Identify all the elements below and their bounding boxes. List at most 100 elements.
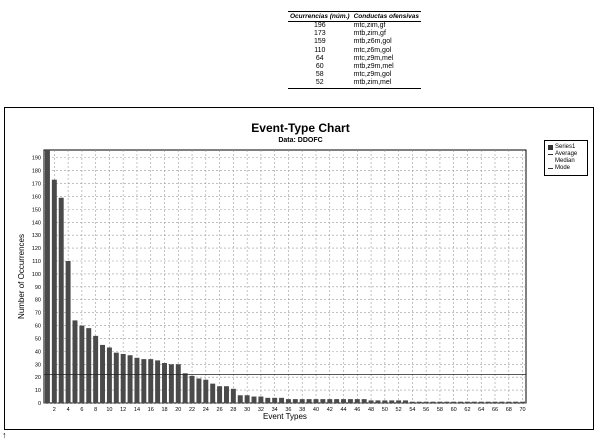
- cell-occurrences: 60: [315, 63, 324, 71]
- bar: [141, 359, 147, 403]
- cell-behavior: mtb,zim,gf: [353, 30, 386, 38]
- x-tick-label: 14: [134, 407, 140, 413]
- bar: [148, 359, 154, 403]
- y-tick-label: 140: [32, 220, 41, 226]
- bar: [478, 401, 484, 403]
- legend-item-series1: Series1: [548, 144, 575, 150]
- bar: [285, 399, 291, 403]
- bar: [451, 401, 457, 403]
- x-tick-label: 58: [437, 407, 443, 413]
- cell-behavior: mtc,z9m,gol: [353, 71, 392, 79]
- x-tick-label: 26: [217, 407, 223, 413]
- cell-behavior: mtc,z6m,gol: [353, 46, 392, 54]
- bar: [506, 401, 512, 403]
- x-tick-label: 2: [53, 407, 56, 413]
- bar: [189, 375, 195, 403]
- x-tick-label: 50: [382, 407, 388, 413]
- table-row: 60 mtb,z9m,mel: [288, 63, 421, 71]
- bar: [306, 399, 312, 403]
- bar: [403, 400, 408, 403]
- cell-behavior: mtb,z6m,gol: [353, 38, 392, 46]
- x-tick-label: 70: [519, 407, 525, 413]
- y-tick-label: 100: [32, 272, 41, 278]
- bar: [485, 401, 491, 403]
- table-row: 110 mtc,z6m,gol: [288, 47, 421, 55]
- bar: [44, 150, 50, 403]
- bar: [127, 355, 133, 403]
- table-header-row: Ocurrencias (núm.) Conductas ofensivas: [288, 11, 421, 22]
- bar: [279, 397, 285, 403]
- x-tick-label: 56: [423, 407, 429, 413]
- bar: [361, 399, 367, 403]
- bar: [347, 399, 353, 403]
- x-tick-label: 62: [464, 407, 470, 413]
- cell-occurrences: 196: [313, 22, 326, 29]
- bar: [513, 401, 519, 403]
- x-tick-label: 68: [506, 407, 512, 413]
- bar: [437, 401, 443, 403]
- bar: [292, 399, 298, 403]
- x-tick-label: 48: [368, 407, 374, 413]
- cell-occurrences: 52: [288, 79, 352, 89]
- x-tick-label: 66: [492, 407, 498, 413]
- bar: [79, 325, 85, 403]
- y-tick-label: 190: [32, 156, 41, 162]
- bar: [327, 399, 333, 403]
- bar: [520, 401, 526, 403]
- x-tick-label: 6: [80, 407, 83, 413]
- legend-label-average: Average: [555, 151, 578, 157]
- x-tick-label: 28: [230, 407, 236, 413]
- x-tick-label: 30: [244, 407, 250, 413]
- bar: [217, 386, 223, 403]
- bar: [196, 378, 202, 403]
- y-tick-label: 20: [35, 375, 41, 381]
- column-header-behaviors: Conductas ofensivas: [351, 11, 421, 22]
- bar: [72, 320, 78, 403]
- y-tick-label: 110: [32, 259, 41, 265]
- chart-legend: Series1 Average Median Mode: [544, 140, 588, 176]
- bar: [265, 397, 271, 403]
- bar: [203, 379, 209, 403]
- bar: [100, 344, 106, 403]
- bar: [120, 353, 126, 403]
- bar: [244, 395, 250, 403]
- bar: [93, 335, 99, 403]
- y-tick-label: 80: [35, 298, 41, 304]
- cell-occurrences: 110: [314, 46, 326, 54]
- bar: [182, 373, 188, 403]
- bar: [175, 364, 181, 403]
- bar: [230, 388, 236, 403]
- bar: [382, 400, 388, 403]
- x-tick-label: 64: [478, 407, 484, 413]
- bar: [341, 399, 347, 403]
- x-tick-label: 20: [175, 407, 181, 413]
- y-tick-label: 150: [32, 207, 41, 213]
- bar: [499, 401, 505, 403]
- bar: [272, 397, 278, 403]
- chart-title: Event-Type Chart: [251, 121, 350, 135]
- y-tick-label: 160: [32, 194, 41, 200]
- chart-subtitle: Data: DDOFC: [278, 137, 323, 144]
- x-tick-label: 8: [94, 407, 97, 413]
- bar: [237, 395, 243, 403]
- y-tick-label: 180: [32, 169, 41, 175]
- x-tick-label: 46: [354, 407, 360, 413]
- legend-line-average: [548, 153, 553, 155]
- table-row: 159 mtb,z6m,gol: [288, 38, 421, 46]
- cell-behavior: mtb,z9m,mel: [353, 63, 394, 71]
- cell-occurrences: 159: [313, 38, 326, 46]
- y-tick-label: 130: [32, 233, 41, 239]
- bar: [223, 386, 229, 403]
- bar: [86, 328, 92, 403]
- bar: [464, 401, 470, 403]
- bar: [458, 401, 464, 403]
- x-tick-label: 42: [327, 407, 333, 413]
- y-tick-label: 40: [35, 349, 41, 355]
- y-tick-label: 0: [38, 401, 41, 407]
- y-tick-label: 120: [32, 246, 41, 252]
- x-tick-label: 18: [161, 407, 167, 413]
- bar: [320, 399, 326, 403]
- y-tick-label: 170: [32, 182, 41, 188]
- bar: [409, 401, 415, 403]
